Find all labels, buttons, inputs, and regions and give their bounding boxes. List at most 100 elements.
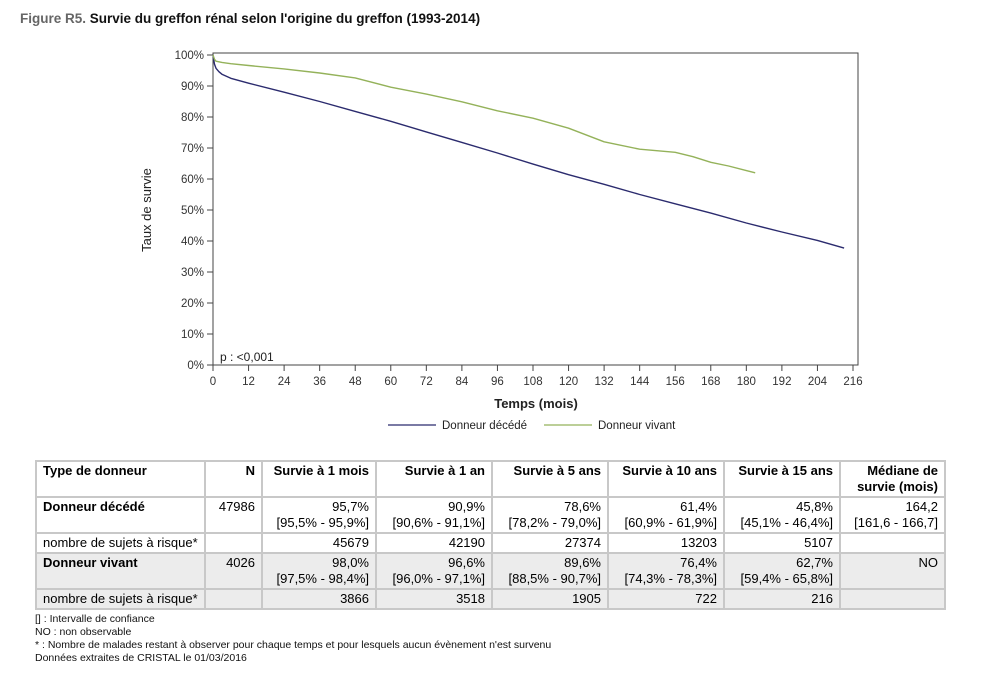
x-tick-label: 60 [384,376,397,388]
y-tick-label: 10% [181,329,204,341]
cell-value: 89,6% [564,555,601,570]
x-tick-label: 84 [455,376,468,388]
figure-heading: Survie du greffon rénal selon l'origine … [89,11,481,26]
x-tick-label: 36 [313,376,326,388]
x-tick-label: 144 [630,376,650,388]
header-mediane: Médiane de survie (mois) [839,460,946,498]
cell: 164,2 [161,6 - 166,7] [839,496,946,534]
table-row-risque-decede: nombre de sujets à risque* 45679 42190 2… [35,532,946,554]
chart-legend: Donneur décédé Donneur vivant [388,420,676,432]
x-tick-label: 24 [278,376,291,388]
cell-value: 45,8% [796,499,833,514]
chart-axes: 0% 10% 20% 30% 40% 50% 60% 70% 80% 90% 100% 0 12 24 36… [175,50,863,388]
header-5-ans: Survie à 5 ans [491,460,609,498]
y-tick-label: 40% [181,236,204,248]
header-n: N [204,460,263,498]
footnote-no: NO : non observable [35,626,132,638]
cell-ci: [96,0% - 97,1%] [392,571,486,586]
survival-chart: 0% 10% 20% 30% 40% 50% 60% 70% 80% 90% 100% 0 12 24 36… [139,50,863,432]
x-tick-label: 108 [523,376,542,388]
cell-value: 78,6% [564,499,601,514]
cell-risk: 3518 [375,588,493,610]
cell: 45,8% [45,1% - 46,4%] [723,496,841,534]
cell: 89,6% [88,5% - 90,7%] [491,552,609,590]
cell-value: 76,4% [680,555,717,570]
y-tick-label: 60% [181,174,204,186]
y-tick-label: 70% [181,143,204,155]
row-type: Donneur vivant [35,552,206,590]
cell-ci: [78,2% - 79,0%] [508,515,602,530]
cell-ci: [60,9% - 61,9%] [624,515,718,530]
x-tick-label: 192 [772,376,791,388]
plot-frame [212,52,859,366]
x-tick-label: 168 [701,376,720,388]
row-n: 4026 [204,552,263,590]
cell-ci: [59,4% - 65,8%] [740,571,834,586]
cell-ci: [74,3% - 78,3%] [624,571,718,586]
x-tick-label: 216 [843,376,862,388]
cell-value: 62,7% [796,555,833,570]
figure-label: Figure R5. [20,11,87,26]
x-tick-label: 180 [737,376,756,388]
cell-risk [839,532,946,554]
header-1-an: Survie à 1 an [375,460,493,498]
cell-value: 96,6% [448,555,485,570]
y-axis-label: Taux de survie [139,168,154,252]
header-15-ans: Survie à 15 ans [723,460,841,498]
row-n: 47986 [204,496,263,534]
cell-risk: 216 [723,588,841,610]
cell-risk: 5107 [723,532,841,554]
cell-ci [847,571,938,587]
footnote-source: Données extraites de CRISTAL le 01/03/20… [35,652,247,664]
cell: 62,7% [59,4% - 65,8%] [723,552,841,590]
cell: 98,0% [97,5% - 98,4%] [261,552,377,590]
y-tick-label: 90% [181,81,204,93]
y-tick-label: 0% [187,360,204,372]
cell: 90,9% [90,6% - 91,1%] [375,496,493,534]
cell-risk: 27374 [491,532,609,554]
cell-risk: 45679 [261,532,377,554]
header-1-mois: Survie à 1 mois [261,460,377,498]
y-tick-label: 50% [181,205,204,217]
table-row-risque-vivant: nombre de sujets à risque* 3866 3518 190… [35,588,946,610]
cell-empty [204,588,263,610]
table-row-donneur-decede: Donneur décédé 47986 95,7% [95,5% - 95,9%… [35,496,946,534]
y-tick-label: 100% [175,50,204,62]
chart-series [212,54,845,249]
footnote-ci: [] : Intervalle de confiance [35,613,155,625]
x-tick-label: 204 [808,376,828,388]
x-tick-label: 120 [559,376,578,388]
cell-ci: [97,5% - 98,4%] [276,571,370,586]
cell: NO [839,552,946,590]
cell-value: 61,4% [680,499,717,514]
table-row-donneur-vivant: Donneur vivant 4026 98,0% [97,5% - 98,4%]… [35,552,946,590]
survival-table: Type de donneur N Survie à 1 mois Survie… [35,460,946,610]
cell-ci: [90,6% - 91,1%] [392,515,486,530]
cell: 78,6% [78,2% - 79,0%] [491,496,609,534]
x-tick-label: 96 [491,376,504,388]
cell-ci: [95,5% - 95,9%] [276,515,370,530]
cell: 96,6% [96,0% - 97,1%] [375,552,493,590]
table-header-row: Type de donneur N Survie à 1 mois Survie… [35,460,946,498]
cell-risk: 42190 [375,532,493,554]
footnotes: [] : Intervalle de confiance NO : non ob… [35,613,551,665]
series-line-donneur-decede [212,54,845,249]
x-tick-label: 72 [420,376,433,388]
cell-value: 90,9% [448,499,485,514]
cell-risk: 13203 [607,532,725,554]
cell-value: 164,2 [905,499,938,514]
cell-risk: 3866 [261,588,377,610]
cell-value: 98,0% [332,555,369,570]
y-tick-label: 30% [181,267,204,279]
cell-ci: [88,5% - 90,7%] [508,571,602,586]
y-tick-label: 80% [181,112,204,124]
footnote-risk: * : Nombre de malades restant à observer… [35,639,552,651]
x-tick-label: 156 [666,376,685,388]
row-risk-label: nombre de sujets à risque* [35,532,206,554]
x-tick-label: 0 [210,376,216,388]
y-tick-label: 20% [181,298,204,310]
x-tick-label: 12 [242,376,255,388]
cell: 61,4% [60,9% - 61,9%] [607,496,725,534]
cell-risk: 1905 [491,588,609,610]
cell-ci: [45,1% - 46,4%] [740,515,834,530]
